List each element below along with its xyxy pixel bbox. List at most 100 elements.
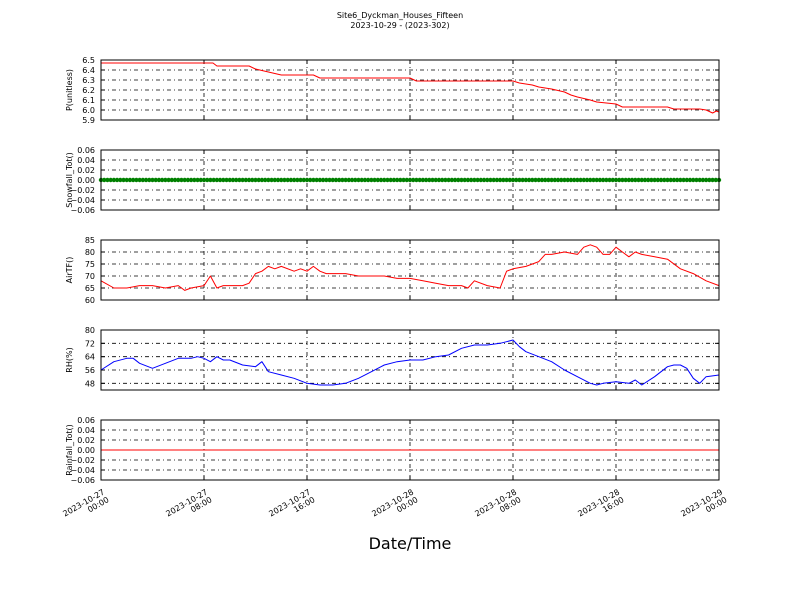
y-axis-label: Snowfall_Tot() [65, 152, 74, 208]
data-point [256, 177, 261, 183]
data-point [102, 177, 107, 183]
chart-subtitle: 2023-10-29 - (2023-302) [350, 21, 450, 30]
data-point [333, 177, 339, 183]
data-point [468, 177, 474, 183]
data-point [343, 177, 348, 183]
data-point [272, 177, 278, 183]
data-point [259, 177, 265, 183]
x-axis-label: Date/Time [368, 534, 452, 553]
data-point [198, 177, 203, 183]
data-point [176, 177, 181, 183]
data-point [629, 177, 635, 183]
y-tick-label: 0.04 [77, 156, 95, 165]
data-point [414, 177, 419, 183]
data-point [105, 177, 110, 183]
y-tick-label: 0.06 [77, 416, 95, 425]
data-point [575, 177, 580, 183]
data-point [311, 177, 316, 183]
data-point [584, 177, 590, 183]
y-tick-label: −0.06 [70, 476, 95, 485]
data-point [697, 177, 702, 183]
data-point [291, 177, 297, 183]
data-point [681, 177, 686, 183]
data-point [501, 177, 506, 183]
data-point [407, 177, 413, 183]
data-point [195, 177, 200, 183]
data-point [571, 177, 577, 183]
data-point [707, 177, 712, 183]
chart-title: Site6_Dyckman_Houses_Fifteen [336, 11, 464, 20]
data-point [172, 177, 178, 183]
data-point [510, 177, 516, 183]
data-point [153, 177, 158, 183]
y-tick-label: −0.04 [70, 466, 95, 475]
data-point [327, 177, 332, 183]
y-tick-label: 5.9 [82, 116, 95, 125]
data-point [674, 177, 680, 183]
data-point [497, 177, 503, 183]
data-point [246, 177, 252, 183]
data-point [671, 177, 677, 183]
data-point [118, 177, 123, 183]
data-point [182, 177, 187, 183]
data-point [375, 177, 381, 183]
data-point [314, 177, 319, 183]
data-point [227, 177, 232, 183]
data-point [317, 177, 323, 183]
y-tick-label: 80 [85, 326, 95, 335]
data-point [279, 177, 284, 183]
data-point [655, 177, 661, 183]
data-point [449, 177, 455, 183]
data-point [462, 177, 467, 183]
data-point [114, 177, 120, 183]
data-point [298, 177, 303, 183]
y-tick-label: 64 [85, 353, 95, 362]
data-point [507, 177, 512, 183]
data-point [427, 177, 432, 183]
data-point [240, 177, 245, 183]
y-tick-label: 72 [85, 339, 95, 348]
data-point [224, 177, 229, 183]
data-point [359, 177, 364, 183]
data-point [404, 177, 409, 183]
data-point [658, 177, 664, 183]
x-tick-label: 2023-10-2900:00 [679, 487, 728, 526]
data-point [275, 177, 281, 183]
data-point [433, 177, 438, 183]
data-point [542, 177, 548, 183]
y-tick-label: 6.4 [82, 66, 95, 75]
data-point [378, 177, 384, 183]
data-point [452, 177, 458, 183]
data-point [365, 177, 371, 183]
data-point [684, 177, 690, 183]
data-point [443, 177, 448, 183]
data-point [391, 177, 397, 183]
data-point [613, 177, 619, 183]
data-point [446, 177, 451, 183]
data-point [143, 177, 149, 183]
data-point [330, 177, 335, 183]
series-line [101, 62, 720, 114]
data-point [526, 177, 532, 183]
series-line [100, 244, 720, 291]
panel-4: 48 56 64 72 80 RH(%) [65, 326, 720, 391]
y-tick-label: 0.02 [77, 166, 95, 175]
panel-5: −0.06−0.04−0.020.000.020.040.06Rainfall_… [65, 416, 720, 485]
panel-1: 5.96.06.16.26.36.46.5 P(unitless) [65, 56, 720, 125]
y-tick-label: 0.04 [77, 426, 95, 435]
data-point [372, 177, 377, 183]
data-point [124, 177, 129, 183]
y-tick-label: −0.06 [70, 206, 95, 215]
data-point [478, 177, 484, 183]
data-point [423, 177, 429, 183]
data-point [134, 177, 139, 183]
axes-frame [100, 59, 720, 121]
data-point [349, 177, 355, 183]
data-point [530, 177, 535, 183]
data-point [710, 177, 715, 183]
axes-frame [100, 239, 720, 301]
y-tick-label: −0.02 [70, 186, 95, 195]
data-point [324, 177, 329, 183]
data-point [652, 177, 657, 183]
